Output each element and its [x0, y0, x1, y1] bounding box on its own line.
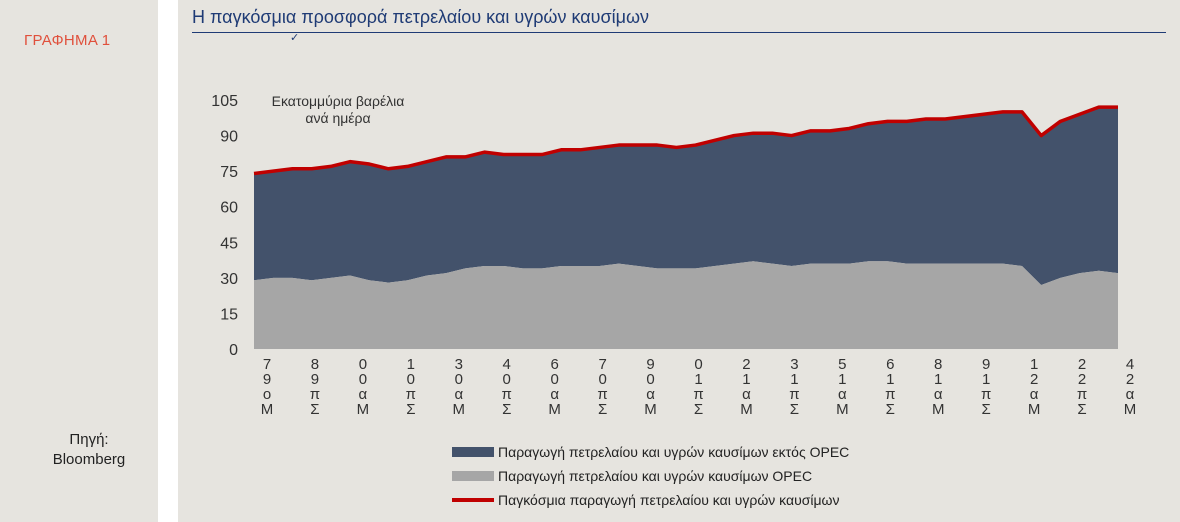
legend-item-non-opec: Παραγωγή πετρελαίου και υγρών καυσίμων ε…	[452, 440, 849, 464]
left-panel	[0, 0, 158, 522]
source-label-line1: Πηγή:	[69, 431, 109, 448]
y-tick-label: 105	[211, 93, 238, 110]
y-tick-label: 60	[220, 200, 238, 217]
figure-label: ΓΡΑΦΗΜΑ 1	[24, 32, 111, 49]
y-tick-label: 0	[229, 342, 238, 359]
legend-swatch-non-opec	[452, 447, 494, 457]
source-label-line2: Bloomberg	[52, 451, 126, 468]
legend-label-non-opec: Παραγωγή πετρελαίου και υγρών καυσίμων ε…	[498, 444, 850, 460]
y-tick-label: 30	[220, 271, 238, 288]
y-tick-label: 90	[220, 129, 238, 146]
y-tick-label: 45	[220, 235, 238, 252]
gutter	[158, 0, 178, 522]
source-label: Πηγή: Bloomberg	[0, 430, 178, 470]
y-axis-label-line2: ανά ημέρα	[305, 110, 370, 126]
line-world	[253, 105, 1118, 176]
y-axis-label-line1: Εκατομμύρια βαρέλια	[272, 93, 405, 109]
area-non-opec	[254, 107, 1118, 349]
legend-item-opec: Παραγωγή πετρελαίου και υγρών καυσίμων O…	[452, 464, 849, 488]
y-tick-label: 15	[220, 306, 238, 323]
area-opec	[254, 261, 1118, 349]
title-rule-mark: ✓	[290, 32, 300, 44]
legend-label-world: Παγκόσμια παραγωγή πετρελαίου και υγρών …	[498, 492, 840, 508]
legend-item-world: Παγκόσμια παραγωγή πετρελαίου και υγρών …	[452, 488, 849, 512]
legend-swatch-world	[452, 498, 494, 502]
y-tick-label: 75	[220, 164, 238, 181]
legend-swatch-opec	[452, 471, 494, 481]
legend-label-opec: Παραγωγή πετρελαίου και υγρών καυσίμων O…	[498, 468, 813, 484]
legend: Παραγωγή πετρελαίου και υγρών καυσίμων ε…	[452, 440, 849, 512]
title-rule	[192, 32, 1166, 33]
chart-title: Η παγκόσμια προσφορά πετρελαίου και υγρώ…	[192, 7, 650, 27]
